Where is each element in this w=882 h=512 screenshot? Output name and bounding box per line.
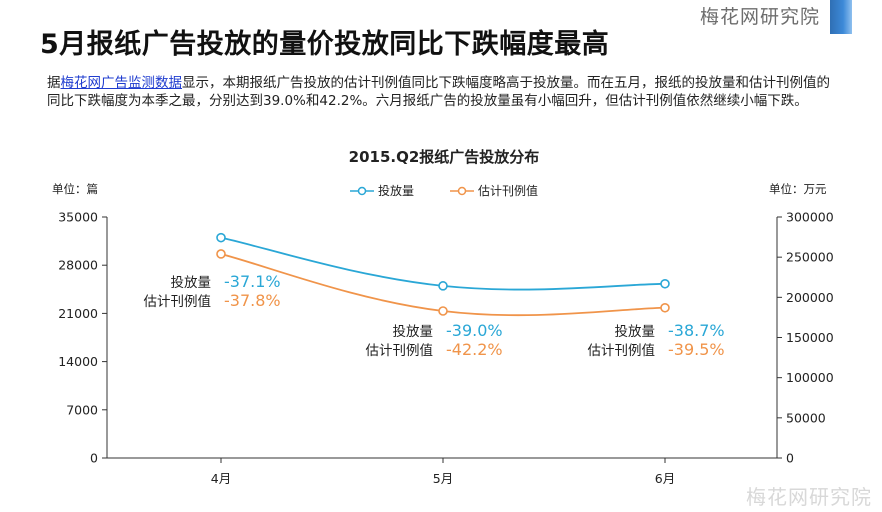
chart-title: 2015.Q2报纸广告投放分布 — [349, 148, 540, 166]
chart-series — [216, 232, 670, 317]
data-point-value[interactable] — [660, 302, 670, 313]
data-point-volume[interactable] — [438, 281, 448, 291]
annotation-value-label: 估计刊例值 — [144, 294, 212, 310]
brand-name: 梅花网研究院 — [699, 6, 820, 28]
left-axis-unit: 单位：篇 — [52, 182, 98, 196]
legend-value-label: 估计刊例值 — [478, 183, 538, 198]
legend-volume-label: 投放量 — [378, 183, 414, 198]
annotation-volume-pct: -37.1% — [224, 272, 281, 291]
right-axis-tick-label: 300000 — [786, 210, 834, 225]
left-axis-tick-label: 0 — [90, 451, 98, 466]
page-title: 5月报纸广告投放的量价投放同比下跌幅度最高 — [40, 29, 610, 60]
monitoring-data-link[interactable]: 梅花网广告监测数据 — [60, 75, 183, 91]
chart-annotations: 投放量 -37.1% 估计刊例值 -37.8% 投放量 -39.0% 估计刊例值 -42.2%… — [144, 272, 725, 359]
right-axis-tick-label: 100000 — [786, 370, 834, 385]
legend: 投放量 估计刊例值 — [350, 183, 538, 198]
data-point-volume[interactable] — [216, 232, 226, 243]
left-axis-tick-label: 35000 — [58, 210, 98, 225]
intro-text: 显示，本期报纸广告投放的估计刊例值同比下跌幅度略高于投放量。而在五月，报纸的投放… — [47, 75, 830, 109]
annotation-value-label: 估计刊例值 — [588, 343, 656, 359]
legend-volume-marker — [357, 186, 367, 196]
annotation-volume-label: 投放量 — [615, 324, 656, 340]
annotation-volume-label: 投放量 — [171, 275, 212, 291]
watermark: 梅花网研究院 — [746, 485, 872, 509]
left-axis-tick-label: 21000 — [58, 306, 98, 321]
data-point-value[interactable] — [216, 249, 226, 259]
x-axis-tick-label: 6月 — [655, 471, 675, 486]
annotation-volume-label: 投放量 — [393, 324, 434, 340]
right-axis-tick-label: 0 — [786, 451, 794, 466]
left-axis-tick-label: 14000 — [58, 354, 98, 369]
annotation-volume-pct: -38.7% — [668, 321, 725, 340]
annotation-value-pct: -42.2% — [446, 340, 503, 359]
right-axis-tick-label: 200000 — [786, 290, 834, 305]
annotation-value-pct: -37.8% — [224, 291, 281, 310]
annotation-value-pct: -39.5% — [668, 340, 725, 359]
brand-accent-bar — [830, 0, 852, 34]
right-axis-unit: 单位：万元 — [769, 182, 827, 196]
right-axis-tick-label: 250000 — [786, 250, 834, 265]
legend-value-marker — [457, 186, 467, 196]
chart-axes: 35000 28000 21000 14000 7000 0 300000 250000 200… — [58, 210, 834, 487]
x-axis-tick-label: 4月 — [211, 471, 231, 486]
annotation-value-label: 估计刊例值 — [366, 343, 434, 359]
data-point-value[interactable] — [438, 306, 448, 316]
x-axis-tick-label: 5月 — [433, 471, 453, 486]
data-point-volume[interactable] — [660, 278, 670, 289]
left-axis-tick-label: 28000 — [58, 258, 98, 273]
left-axis-tick-label: 7000 — [66, 402, 98, 417]
intro-paragraph: 据梅花网广告监测数据显示，本期报纸广告投放的估计刊例值同比下跌幅度略高于投放量。… — [47, 74, 837, 110]
right-axis-tick-label: 150000 — [786, 330, 834, 345]
intro-prefix: 据 — [47, 75, 61, 91]
annotation-volume-pct: -39.0% — [446, 321, 503, 340]
right-axis-tick-label: 50000 — [786, 410, 826, 425]
